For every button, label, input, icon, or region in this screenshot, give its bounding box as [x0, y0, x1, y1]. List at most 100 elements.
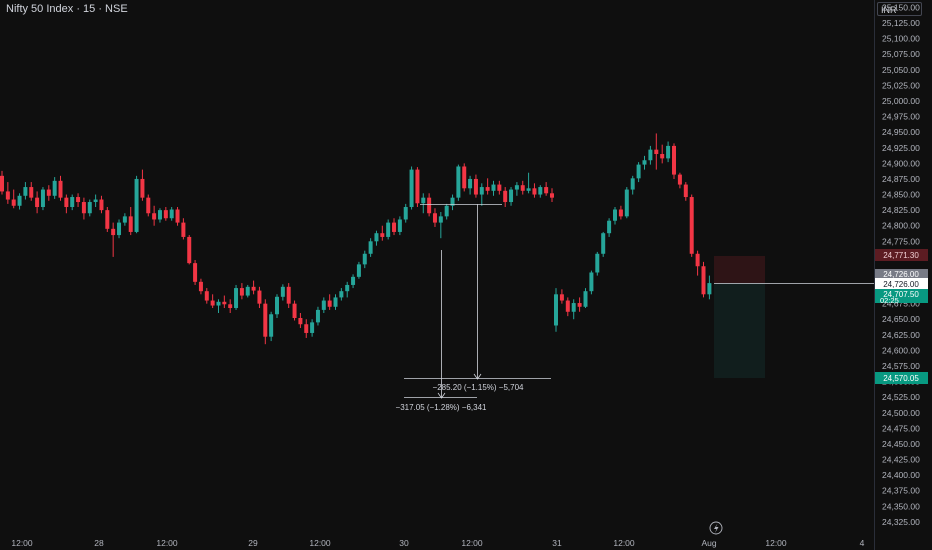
candle-body [339, 291, 344, 298]
candle-body [595, 253, 600, 273]
candle-body [228, 304, 233, 309]
candle-body [380, 233, 385, 237]
candle-body [152, 213, 157, 220]
candle-body [70, 197, 75, 208]
candle-body [351, 276, 356, 285]
candle-body [81, 202, 86, 214]
measure-tool-2[interactable]: −317.05 (−1.28%) −6,341 [396, 250, 488, 412]
price-tick: 24,450.00 [882, 439, 920, 449]
candle-body [630, 178, 635, 190]
candle-body [526, 188, 531, 191]
candle-body [298, 318, 303, 325]
time-tick: 12:00 [156, 538, 178, 548]
candle-body [397, 219, 402, 232]
measure-2-label: −317.05 (−1.28%) −6,341 [396, 403, 488, 412]
candle-body [198, 281, 203, 292]
candle-body [450, 197, 455, 206]
candle-body [509, 189, 514, 203]
price-axis[interactable]: 25,150.00 25,125.00 25,100.00 25,075.00 25,0… [882, 2, 920, 526]
candle-body [374, 233, 379, 242]
candle-body [583, 291, 588, 307]
entry-gray-badge [875, 269, 928, 279]
price-tick: 24,475.00 [882, 423, 920, 433]
candle-body [554, 294, 558, 326]
price-tick: 24,825.00 [882, 205, 920, 215]
candle-body [345, 284, 350, 292]
candle-body [310, 322, 315, 333]
candle-body [93, 199, 98, 203]
candle-body [577, 303, 582, 307]
candle-body [187, 236, 192, 264]
measure-2-arrow-icon [437, 392, 446, 399]
candle-body [5, 191, 10, 200]
price-tick: 24,925.00 [882, 143, 920, 153]
measure-1-label: −285.20 (−1.15%) −5,704 [433, 383, 525, 392]
candle-body [175, 209, 180, 223]
candle-body [666, 145, 671, 159]
candle-body [58, 180, 63, 198]
candle-body [239, 288, 244, 296]
price-tick: 24,325.00 [882, 517, 920, 527]
price-tick: 24,525.00 [882, 392, 920, 402]
candle-body [257, 290, 262, 304]
candle-body [304, 324, 309, 333]
candle-body [216, 301, 221, 306]
candle-body [17, 195, 22, 206]
candle-body [356, 264, 361, 277]
price-tick: 24,775.00 [882, 236, 920, 246]
price-tick: 25,100.00 [882, 34, 920, 44]
candle-body [613, 209, 617, 221]
measure-tool-1[interactable]: −285.20 (−1.15%) −5,704 [404, 204, 551, 392]
candle-body [0, 175, 4, 192]
stop-badge-label: 24,771.30 [883, 251, 919, 260]
price-tick: 24,425.00 [882, 455, 920, 465]
candle-body [503, 190, 508, 203]
candle-body [333, 297, 338, 307]
candle-body [550, 193, 554, 198]
candle-body [245, 286, 250, 296]
candle-body [485, 187, 490, 191]
entry-white-badge-label: 24,726.00 [883, 280, 919, 289]
candle-body [695, 253, 700, 267]
candle-body [99, 199, 104, 211]
time-tick: 29 [248, 538, 258, 548]
price-tick: 25,125.00 [882, 18, 920, 28]
price-tick: 24,650.00 [882, 314, 920, 324]
target-badge-label: 24,570.05 [883, 374, 919, 383]
candle-body [444, 205, 449, 217]
entry-white-badge [875, 278, 928, 289]
price-tick: 25,075.00 [882, 49, 920, 59]
candle-body [362, 253, 367, 265]
price-tick: 24,900.00 [882, 158, 920, 168]
price-badges: 24,771.30 24,726.00 24,726.00 24,707.50 … [875, 249, 928, 384]
candle-body [660, 154, 665, 159]
time-axis[interactable]: 12:00 28 12:00 29 12:00 30 12:00 31 12:00 Aug 12:0… [11, 538, 864, 548]
lightning-icon[interactable] [709, 521, 723, 535]
candle-body [193, 263, 198, 282]
candle-body [117, 222, 122, 236]
candle-body [321, 300, 326, 310]
candle-body [163, 210, 168, 219]
target-badge [875, 372, 928, 384]
candle-body [532, 188, 537, 195]
candle-body [677, 174, 682, 185]
candle-body [565, 300, 570, 312]
candle-body [707, 283, 712, 295]
price-tick: 24,500.00 [882, 408, 920, 418]
time-tick: 4 [860, 538, 865, 548]
candle-body [275, 296, 279, 315]
candle-body [23, 187, 28, 196]
candle-body [204, 291, 209, 301]
candle-body [181, 222, 186, 237]
target-zone [714, 283, 765, 378]
candle-body [52, 180, 57, 196]
candle-body [76, 197, 81, 203]
price-tick: 24,975.00 [882, 112, 920, 122]
short-position-tool[interactable] [714, 256, 874, 378]
candle-body [654, 149, 659, 155]
currency-selector[interactable]: INR [877, 2, 922, 16]
price-tick: 25,050.00 [882, 65, 920, 75]
candle-body [157, 210, 162, 220]
candle-body [421, 197, 426, 204]
